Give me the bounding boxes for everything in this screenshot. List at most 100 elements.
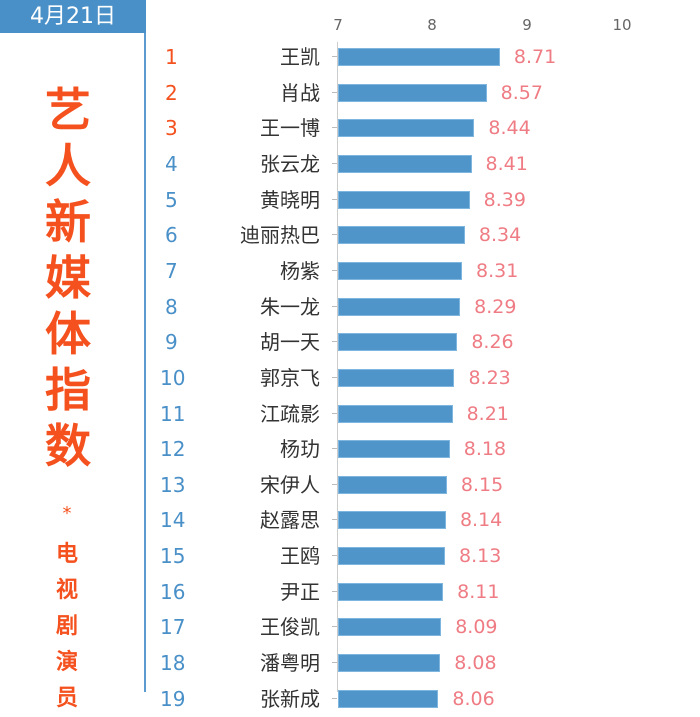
rank-number: 5 <box>165 187 178 212</box>
artist-name: 王凯 <box>280 45 320 69</box>
data-bar <box>338 654 441 673</box>
rank-number: 4 <box>165 151 178 176</box>
value-label: 8.23 <box>468 366 511 389</box>
title-char: 体 <box>45 307 91 361</box>
artist-name: 尹正 <box>280 579 320 604</box>
artist-name: 宋伊人 <box>260 472 320 497</box>
axis-tick-mark <box>332 376 337 378</box>
value-label: 8.31 <box>476 259 519 282</box>
rank-number: 10 <box>160 365 186 390</box>
subtitle-char: 演 <box>55 650 78 675</box>
artist-name: 王一博 <box>260 116 320 141</box>
axis-tick-mark <box>332 697 337 699</box>
title-char: 艺 <box>45 83 91 137</box>
bar-row: 9 胡一天 8.26 <box>0 324 700 360</box>
data-bar <box>338 547 445 566</box>
rank-number: 7 <box>165 258 178 283</box>
axis-tick-mark <box>332 91 337 93</box>
axis-tick-mark <box>332 412 337 414</box>
rank-number: 17 <box>160 615 186 640</box>
bar-row: 3 王一博 8.44 <box>0 110 700 146</box>
artist-name: 黄晓明 <box>260 187 320 212</box>
star-separator-icon: * <box>62 503 72 524</box>
value-label: 8.29 <box>474 295 517 318</box>
rank-number: 14 <box>160 508 186 533</box>
data-bar <box>338 440 450 459</box>
page-title: 艺 人 新 媒 体 指 数 <box>38 82 98 474</box>
title-char: 数 <box>45 419 91 473</box>
artist-name: 张新成 <box>260 686 320 711</box>
data-bar <box>338 333 458 352</box>
rank-number: 12 <box>160 437 186 462</box>
subtitle-char: 电 <box>55 542 78 567</box>
bar-row: 14 赵露思 8.14 <box>0 502 700 538</box>
data-bar <box>338 511 446 530</box>
artist-name: 朱一龙 <box>260 294 320 319</box>
data-bar <box>338 368 455 387</box>
data-bar <box>338 618 442 637</box>
value-label: 8.14 <box>459 509 503 532</box>
value-label: 8.06 <box>452 687 495 710</box>
side-divider <box>144 33 146 692</box>
data-bar <box>338 83 487 102</box>
bar-row: 12 杨玏 8.18 <box>0 431 700 467</box>
artist-name: 王鸥 <box>280 544 320 569</box>
axis-tick-mark <box>332 662 337 664</box>
rank-number: 2 <box>165 80 178 105</box>
value-label: 8.57 <box>500 81 543 104</box>
bar-row: 7 杨紫 8.31 <box>0 253 700 289</box>
x-tick-label: 7 <box>333 16 343 34</box>
date-header: 4月21日 <box>0 0 146 33</box>
bar-row: 5 黄晓明 8.39 <box>0 182 700 218</box>
value-label: 8.11 <box>457 580 500 603</box>
artist-name: 迪丽热巴 <box>240 223 320 248</box>
artist-name: 肖战 <box>280 80 320 105</box>
data-bar <box>338 48 500 66</box>
rank-number: 19 <box>160 686 186 711</box>
artist-name: 胡一天 <box>260 330 320 355</box>
data-bar <box>338 261 463 280</box>
bar-row: 8 朱一龙 8.29 <box>0 289 700 325</box>
axis-tick-mark <box>332 305 337 307</box>
bar-row: 6 迪丽热巴 8.34 <box>0 217 700 253</box>
artist-name: 江疏影 <box>260 401 320 426</box>
value-label: 8.08 <box>454 652 497 675</box>
axis-tick-mark <box>332 483 337 485</box>
value-label: 8.41 <box>485 152 528 175</box>
axis-tick-mark <box>332 555 337 557</box>
data-bar <box>338 226 465 245</box>
bar-row: 15 王鸥 8.13 <box>0 538 700 574</box>
axis-tick-mark <box>332 448 337 450</box>
x-tick-label: 9 <box>522 16 532 34</box>
value-label: 8.21 <box>466 402 509 425</box>
bar-row: 11 江疏影 8.21 <box>0 396 700 432</box>
y-axis-line <box>337 42 338 692</box>
artist-name: 杨玏 <box>280 437 320 462</box>
value-label: 8.15 <box>460 473 504 496</box>
rank-number: 13 <box>160 472 186 497</box>
rank-number: 11 <box>160 401 186 426</box>
data-bar <box>338 689 439 708</box>
data-bar <box>338 119 475 138</box>
artist-name: 王俊凯 <box>260 615 320 640</box>
axis-tick-mark <box>332 269 337 271</box>
subtitle-char: 视 <box>55 578 78 603</box>
data-bar <box>338 154 472 173</box>
title-char: 人 <box>45 139 91 193</box>
bar-row: 2 肖战 8.57 <box>0 75 700 111</box>
rank-number: 18 <box>160 651 186 676</box>
bar-row: 16 尹正 8.11 <box>0 574 700 610</box>
x-tick-label: 8 <box>427 16 437 34</box>
axis-tick-mark <box>332 198 337 200</box>
rank-number: 3 <box>165 116 178 141</box>
artist-name: 赵露思 <box>260 508 320 533</box>
artist-name: 杨紫 <box>280 258 320 283</box>
bar-row: 19 张新成 8.06 <box>0 681 700 717</box>
axis-tick-mark <box>332 341 337 343</box>
rank-number: 6 <box>165 223 178 248</box>
axis-tick-mark <box>332 519 337 521</box>
axis-tick-mark <box>332 127 337 129</box>
bar-row: 4 张云龙 8.41 <box>0 146 700 182</box>
axis-tick-mark <box>332 56 337 57</box>
value-label: 8.44 <box>488 117 531 140</box>
